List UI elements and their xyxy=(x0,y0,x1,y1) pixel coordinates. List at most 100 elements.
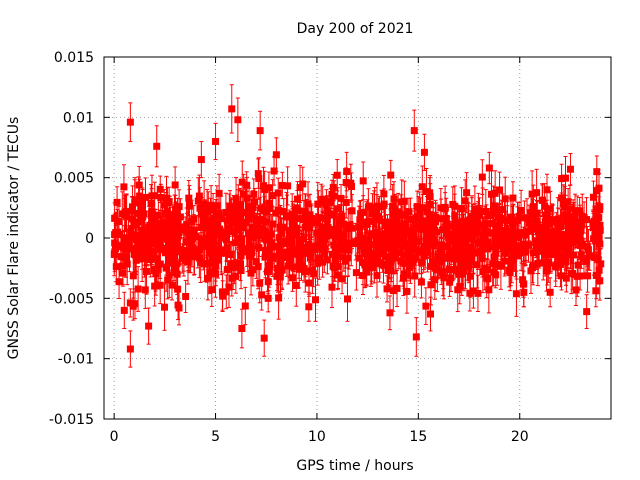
point-marker xyxy=(161,249,169,257)
point-marker xyxy=(469,214,477,222)
point-marker xyxy=(492,271,500,279)
point-marker xyxy=(305,240,313,248)
point-marker xyxy=(138,248,146,256)
point-marker xyxy=(338,213,346,221)
point-marker xyxy=(265,235,273,243)
point-marker xyxy=(411,221,419,229)
data-point xyxy=(417,265,425,299)
data-series xyxy=(110,84,605,368)
point-marker xyxy=(437,215,445,223)
point-marker xyxy=(556,260,564,268)
point-marker xyxy=(295,257,303,265)
point-marker xyxy=(257,204,265,212)
point-marker xyxy=(584,272,592,280)
point-marker xyxy=(207,259,215,267)
point-marker xyxy=(304,200,312,208)
point-marker xyxy=(264,278,272,286)
point-marker xyxy=(384,267,392,275)
point-marker xyxy=(376,259,384,267)
point-marker xyxy=(264,268,272,276)
point-marker xyxy=(342,179,350,187)
data-point xyxy=(278,171,286,200)
point-marker xyxy=(299,180,307,188)
point-marker xyxy=(322,201,330,209)
data-point xyxy=(243,171,251,200)
point-marker xyxy=(382,230,390,238)
point-marker xyxy=(314,259,322,267)
data-point xyxy=(274,193,282,228)
point-marker xyxy=(493,261,501,269)
point-marker xyxy=(135,181,143,189)
point-marker xyxy=(185,201,193,209)
point-marker xyxy=(165,271,173,279)
point-marker xyxy=(162,264,170,272)
point-marker xyxy=(243,181,251,189)
point-marker xyxy=(197,208,205,216)
point-marker xyxy=(319,258,327,266)
point-marker xyxy=(256,279,264,287)
point-marker xyxy=(228,219,236,227)
point-marker xyxy=(561,174,569,182)
point-marker xyxy=(385,262,393,270)
point-marker xyxy=(497,262,505,270)
point-marker xyxy=(173,233,181,241)
point-marker xyxy=(156,185,164,193)
point-marker xyxy=(488,190,496,198)
point-marker xyxy=(265,199,273,207)
point-marker xyxy=(481,225,489,233)
point-marker xyxy=(265,261,273,269)
point-marker xyxy=(115,218,123,226)
point-marker xyxy=(364,203,372,211)
point-marker xyxy=(442,214,450,222)
point-marker xyxy=(390,195,398,203)
point-marker xyxy=(122,253,130,261)
point-marker xyxy=(405,263,413,271)
point-marker xyxy=(147,211,155,219)
point-marker xyxy=(574,261,582,269)
point-marker xyxy=(260,207,268,215)
point-marker xyxy=(394,209,402,217)
point-marker xyxy=(495,229,503,237)
point-marker xyxy=(592,271,600,279)
point-marker xyxy=(286,252,294,260)
point-marker xyxy=(296,237,304,245)
point-marker xyxy=(299,235,307,243)
data-point xyxy=(299,166,307,202)
point-marker xyxy=(542,222,550,230)
point-marker xyxy=(501,236,509,244)
point-marker xyxy=(269,192,277,200)
point-marker xyxy=(213,202,221,210)
point-marker xyxy=(475,211,483,219)
point-marker xyxy=(254,263,262,271)
point-marker xyxy=(221,234,229,242)
point-marker xyxy=(292,282,300,290)
point-marker xyxy=(199,242,207,250)
point-marker xyxy=(461,197,469,205)
point-marker xyxy=(594,237,602,245)
point-marker xyxy=(173,270,181,278)
point-marker xyxy=(290,263,298,271)
point-marker xyxy=(312,296,320,304)
point-marker xyxy=(252,258,260,266)
data-point xyxy=(241,286,249,326)
data-point xyxy=(359,161,367,201)
data-point xyxy=(185,180,193,217)
point-marker xyxy=(151,239,159,247)
point-marker xyxy=(328,250,336,258)
point-marker xyxy=(113,198,121,206)
point-marker xyxy=(234,259,242,267)
point-marker xyxy=(590,253,598,261)
point-marker xyxy=(138,213,146,221)
point-marker xyxy=(509,194,517,202)
point-marker xyxy=(507,263,515,271)
point-marker xyxy=(568,221,576,229)
point-marker xyxy=(296,184,304,192)
point-marker xyxy=(497,234,505,242)
point-marker xyxy=(444,242,452,250)
point-marker xyxy=(365,246,373,254)
point-marker xyxy=(294,250,302,258)
data-point xyxy=(405,252,413,282)
point-marker xyxy=(278,181,286,189)
point-marker xyxy=(469,287,477,295)
point-marker xyxy=(466,272,474,280)
